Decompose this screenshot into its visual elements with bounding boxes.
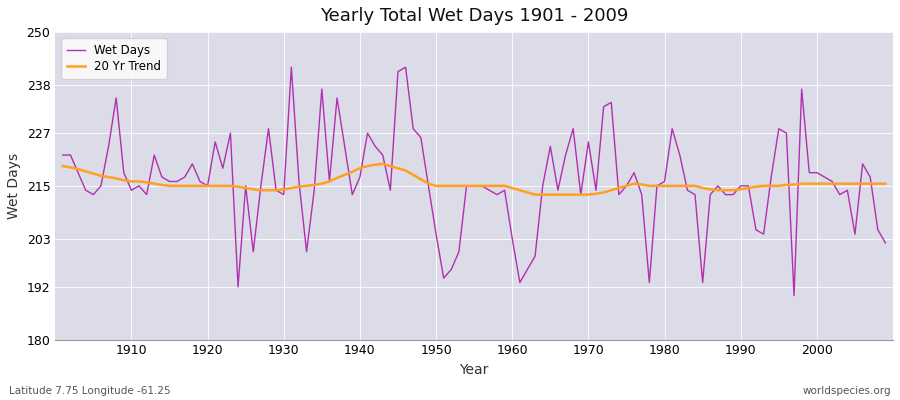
20 Yr Trend [58,164,68,168]
Y-axis label: Wet Days: Wet Days [7,153,21,219]
Text: Latitude 7.75 Longitude -61.25: Latitude 7.75 Longitude -61.25 [9,386,171,396]
20 Yr Trend [119,178,130,182]
20 Yr Trend [614,186,625,190]
Wet Days [788,293,799,298]
Wet Days [58,153,68,158]
20 Yr Trend [331,176,342,180]
20 Yr Trend [515,188,526,193]
Title: Yearly Total Wet Days 1901 - 2009: Yearly Total Wet Days 1901 - 2009 [320,7,628,25]
Wet Days [286,65,297,70]
Wet Days [606,100,616,105]
Wet Days [507,236,517,241]
Line: Wet Days: Wet Days [63,67,886,296]
X-axis label: Year: Year [460,363,489,377]
Wet Days [339,144,350,149]
Line: 20 Yr Trend: 20 Yr Trend [63,164,886,195]
Wet Days [119,170,130,175]
Text: worldspecies.org: worldspecies.org [803,386,891,396]
20 Yr Trend [286,186,297,190]
20 Yr Trend [507,186,517,190]
20 Yr Trend [377,162,388,166]
Wet Days [880,240,891,245]
Legend: Wet Days, 20 Yr Trend: Wet Days, 20 Yr Trend [61,38,167,79]
20 Yr Trend [530,192,541,197]
20 Yr Trend [880,181,891,186]
Wet Days [515,280,526,285]
Wet Days [293,179,304,184]
